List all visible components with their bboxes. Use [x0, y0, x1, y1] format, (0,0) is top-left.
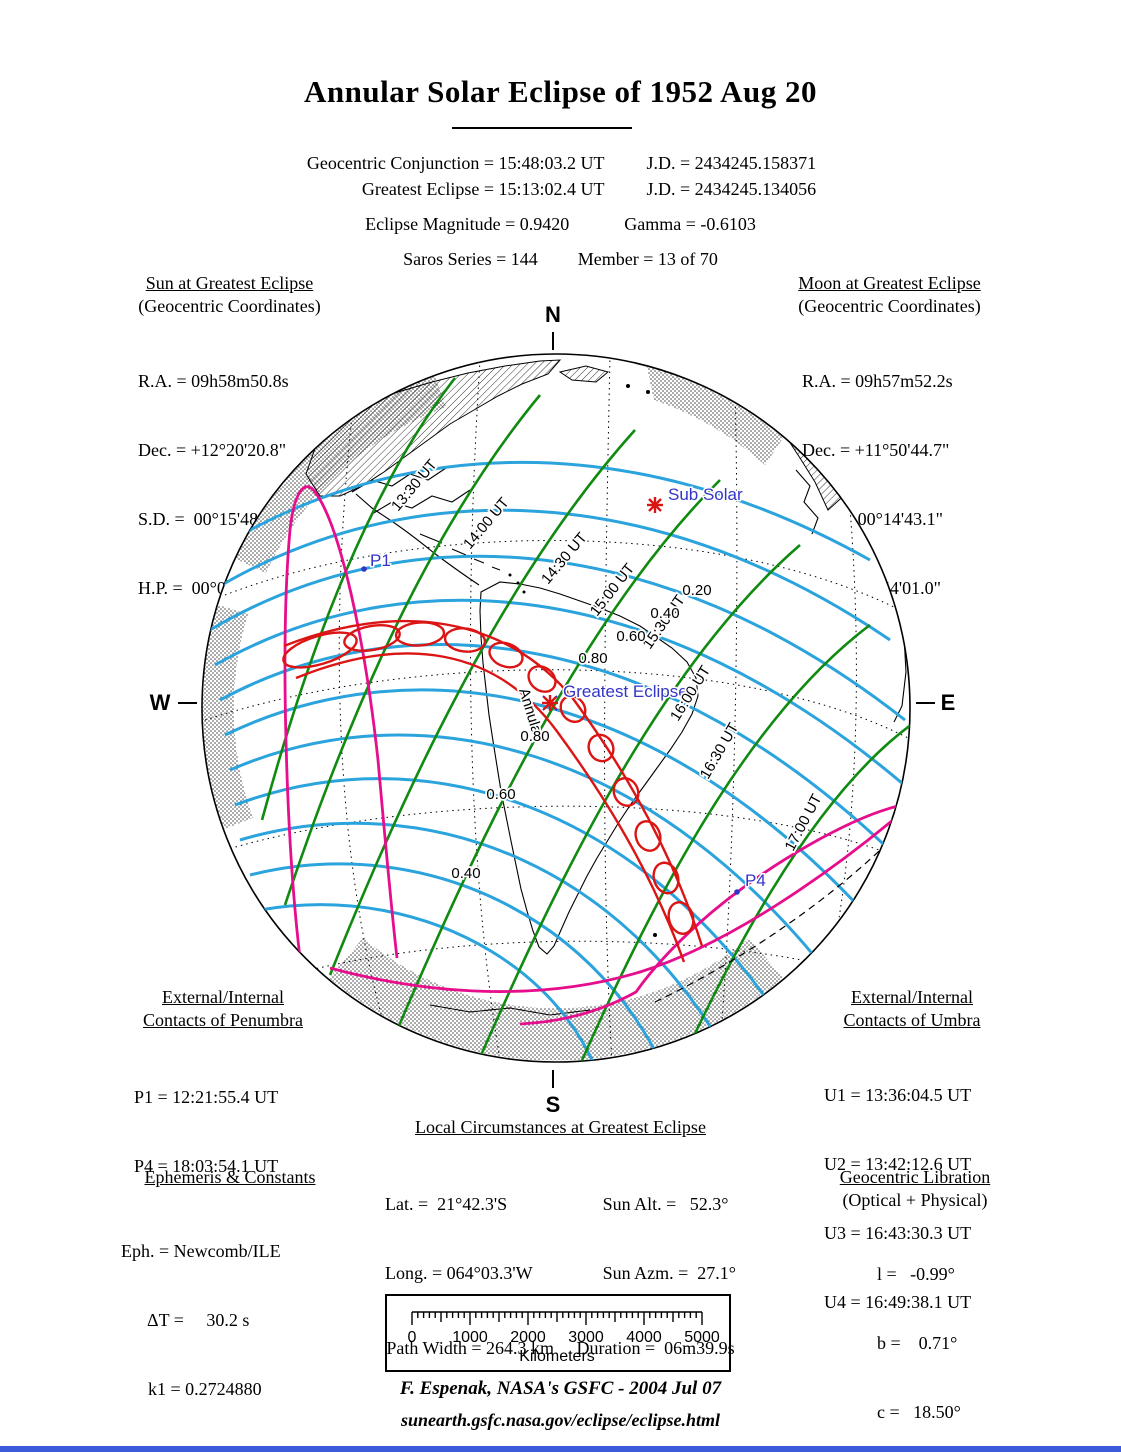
scale-label-0: 0	[408, 1329, 417, 1346]
scale-unit-label: Kilometers	[519, 1348, 595, 1365]
mag-sw-060: 0.60	[486, 786, 515, 803]
central-path	[282, 619, 704, 963]
caribbean-islands	[419, 533, 501, 571]
p4-point	[734, 889, 740, 895]
libration-title: Geocentric Libration	[839, 1167, 991, 1187]
scale-label-5000: 5000	[684, 1329, 720, 1346]
moon-block-title: Moon at Greatest Eclipse	[798, 273, 981, 293]
sub-solar-label: Sub Solar	[668, 485, 743, 504]
scale-label-1000: 1000	[452, 1329, 488, 1346]
penumbra-title-line1: External/Internal	[162, 987, 284, 1007]
compass-south-label: S	[546, 1092, 561, 1117]
greatest-eclipse-jd: J.D. = 2434245.134056	[646, 179, 817, 199]
libration-c: c = 18.50°	[877, 1402, 961, 1422]
umbra-u4: U4 = 16:49:38.1 UT	[824, 1292, 972, 1312]
local-latitude: Lat. = 21°42.3'S	[385, 1194, 508, 1214]
header-row-magnitude: Eclipse Magnitude = 0.9420 Gamma = -0.610…	[0, 214, 1121, 235]
p4-label: P4	[745, 871, 766, 890]
moon-block-subtitle: (Geocentric Coordinates)	[798, 296, 981, 316]
ephemeris-k1: k1 = 0.2724880	[121, 1379, 262, 1399]
mag-ne-020: 0.20	[682, 582, 711, 599]
compass-east-label: E	[941, 690, 956, 715]
penumbra-title-line2: Contacts of Penumbra	[143, 1010, 303, 1030]
title-rule	[452, 127, 632, 129]
page-title: Annular Solar Eclipse of 1952 Aug 20	[304, 74, 817, 109]
gamma-value: Gamma = -0.6103	[624, 214, 756, 234]
header-row-saros: Saros Series = 144 Member = 13 of 70	[0, 249, 1121, 270]
umbra-title-line1: External/Internal	[851, 987, 973, 1007]
sun-data-block: Sun at Greatest Eclipse (Geocentric Coor…	[112, 272, 347, 646]
south-america-coast	[479, 581, 699, 955]
source-url: sunearth.gsfc.nasa.gov/eclipse/eclipse.h…	[401, 1410, 720, 1430]
compass-north-label: N	[545, 302, 561, 327]
saros-member: Member = 13 of 70	[577, 249, 718, 269]
ephemeris-delta-t: ΔT = 30.2 s	[121, 1310, 250, 1330]
umbra-u1: U1 = 13:36:04.5 UT	[824, 1085, 972, 1105]
penumbra-contacts-block: External/Internal Contacts of Penumbra P…	[108, 986, 338, 1224]
credit-line: F. Espenak, NASA's GSFC - 2004 Jul 07	[399, 1378, 722, 1399]
sun-block-title: Sun at Greatest Eclipse	[145, 273, 314, 293]
scale-bar: 0 1000 2000 3000 4000 5000 Kilometers	[385, 1294, 731, 1372]
greatest-eclipse-time: Greatest Eclipse = 15:13:02.4 UT	[361, 179, 605, 199]
greatest-eclipse-marker	[542, 695, 558, 711]
saros-series: Saros Series = 144	[403, 249, 538, 269]
mag-ne-080: 0.80	[578, 650, 607, 667]
local-longitude: Long. = 064°03.3'W	[385, 1263, 533, 1283]
sun-dec: Dec. = +12°20'20.8"	[138, 440, 287, 460]
local-sun-alt: Sun Alt. = 52.3°	[602, 1194, 729, 1214]
ephemeris-eph: Eph. = Newcomb/ILE	[121, 1241, 281, 1261]
scale-label-3000: 3000	[568, 1329, 604, 1346]
sun-block-subtitle: (Geocentric Coordinates)	[138, 296, 321, 316]
umbra-title-line2: Contacts of Umbra	[843, 1010, 981, 1030]
umbra-u2: U2 = 13:42:12.6 UT	[824, 1154, 972, 1174]
penumbra-p1: P1 = 12:21:55.4 UT	[134, 1087, 279, 1107]
mexico-coast	[355, 493, 391, 521]
greatest-eclipse-label: Greatest Eclipse	[563, 682, 688, 701]
sub-solar-marker	[647, 497, 663, 513]
umbra-u3: U3 = 16:43:30.3 UT	[824, 1223, 972, 1243]
moon-ra: R.A. = 09h57m52.2s	[802, 371, 953, 391]
local-sun-azm: Sun Azm. = 27.1°	[602, 1263, 736, 1283]
penumbra-p4: P4 = 18:03:54.1 UT	[134, 1156, 279, 1176]
p1-label: P1	[370, 551, 391, 570]
libration-block: Geocentric Libration (Optical + Physical…	[795, 1166, 1035, 1452]
iberia-coast	[795, 469, 819, 535]
libration-b: b = 0.71°	[877, 1333, 958, 1353]
umbra-contacts-block: External/Internal Contacts of Umbra U1 =…	[812, 986, 1012, 1360]
sun-ra: R.A. = 09h58m50.8s	[138, 371, 289, 391]
scale-label-2000: 2000	[510, 1329, 546, 1346]
scale-label-4000: 4000	[626, 1329, 662, 1346]
ephemeris-block: Ephemeris & Constants Eph. = Newcomb/ILE…	[105, 1166, 355, 1452]
scale-ticks	[411, 1312, 703, 1325]
header-row-conjunction: Geocentric Conjunction = 15:48:03.2 UT J…	[0, 153, 1121, 174]
mag-sw-080: 0.80	[520, 728, 549, 745]
compass-west-label: W	[150, 690, 171, 715]
p1-point	[361, 566, 367, 572]
local-circumstances-title: Local Circumstances at Greatest Eclipse	[415, 1117, 706, 1137]
local-circumstances-block: Local Circumstances at Greatest Eclipse …	[0, 1116, 1121, 1360]
greenland-land	[558, 365, 610, 383]
mag-ne-040: 0.40	[650, 605, 679, 622]
local-path-width-duration: Path Width = 264.3 km Duration = 06m39.9…	[386, 1338, 735, 1358]
libration-l: l = -0.99°	[877, 1264, 955, 1284]
libration-subtitle: (Optical + Physical)	[842, 1190, 988, 1210]
eclipse-magnitude: Eclipse Magnitude = 0.9420	[365, 214, 570, 234]
conjunction-time: Geocentric Conjunction = 15:48:03.2 UT	[306, 153, 605, 173]
ephemeris-title: Ephemeris & Constants	[144, 1167, 316, 1187]
mag-sw-040: 0.40	[451, 865, 480, 882]
moon-dec: Dec. = +11°50'44.7"	[802, 440, 950, 460]
mag-ne-060: 0.60	[616, 628, 645, 645]
conjunction-jd: J.D. = 2434245.158371	[646, 153, 817, 173]
header-row-greatest-eclipse: Greatest Eclipse = 15:13:02.4 UT J.D. = …	[0, 179, 1121, 200]
bottom-edge-bar	[0, 1446, 1121, 1452]
